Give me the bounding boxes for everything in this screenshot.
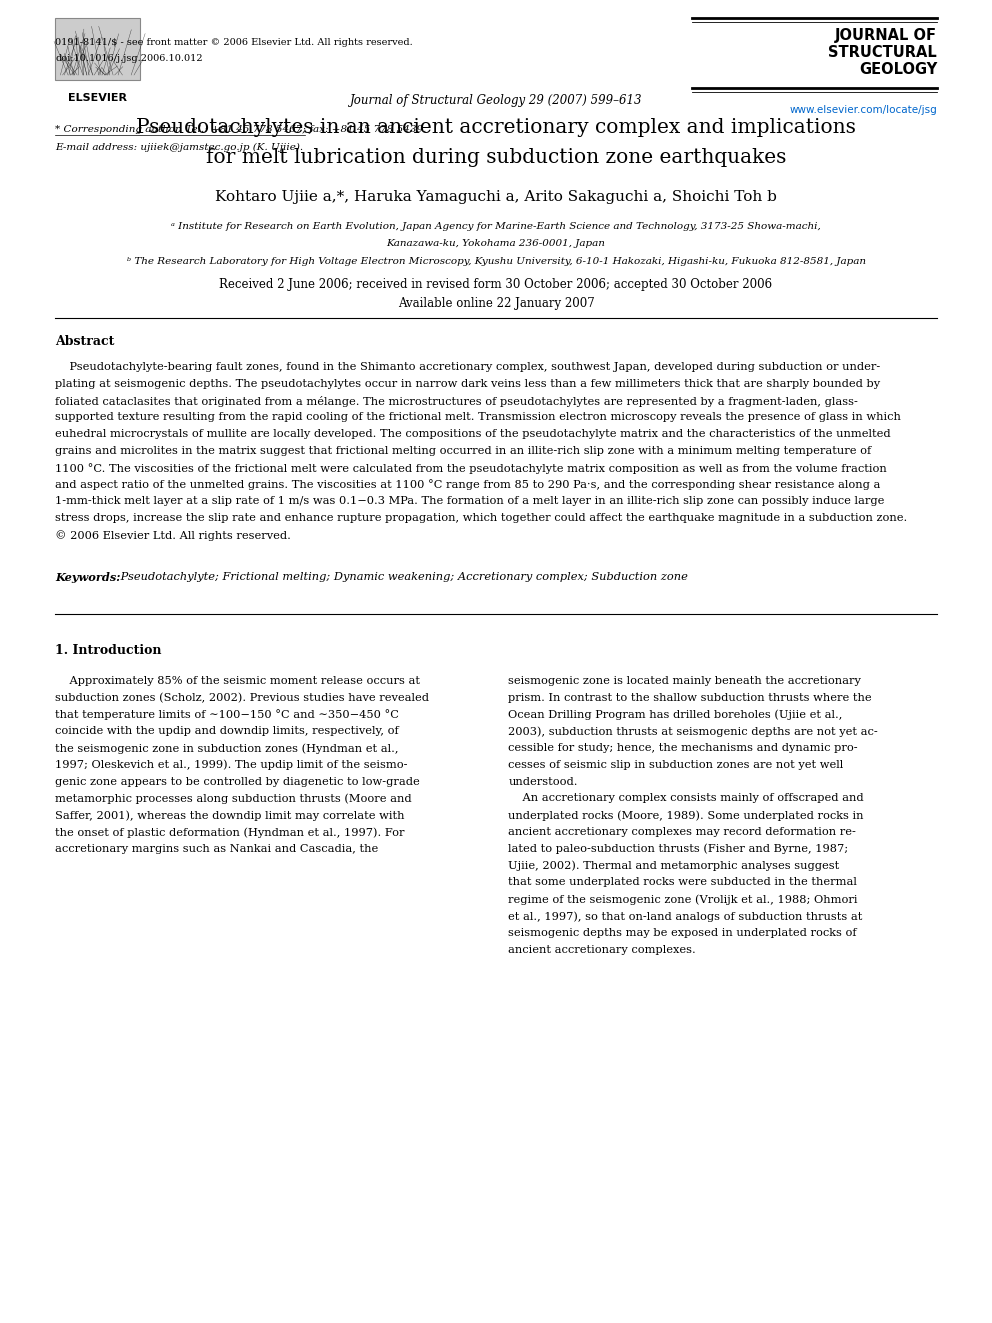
Text: cessible for study; hence, the mechanisms and dynamic pro-: cessible for study; hence, the mechanism… <box>509 744 858 753</box>
Text: Available online 22 January 2007: Available online 22 January 2007 <box>398 296 594 310</box>
Text: coincide with the updip and downdip limits, respectively, of: coincide with the updip and downdip limi… <box>55 726 399 736</box>
Text: E-mail address: ujiiek@jamstec.go.jp (K. Ujiie).: E-mail address: ujiiek@jamstec.go.jp (K.… <box>55 143 304 152</box>
Text: cesses of seismic slip in subduction zones are not yet well: cesses of seismic slip in subduction zon… <box>509 759 844 770</box>
Text: 2003), subduction thrusts at seismogenic depths are not yet ac-: 2003), subduction thrusts at seismogenic… <box>509 726 878 737</box>
Text: ancient accretionary complexes may record deformation re-: ancient accretionary complexes may recor… <box>509 827 856 837</box>
Text: metamorphic processes along subduction thrusts (Moore and: metamorphic processes along subduction t… <box>55 794 412 804</box>
Text: et al., 1997), so that on-land analogs of subduction thrusts at: et al., 1997), so that on-land analogs o… <box>509 912 863 922</box>
Text: subduction zones (Scholz, 2002). Previous studies have revealed: subduction zones (Scholz, 2002). Previou… <box>55 693 429 703</box>
Text: the onset of plastic deformation (Hyndman et al., 1997). For: the onset of plastic deformation (Hyndma… <box>55 827 405 837</box>
Text: lated to paleo-subduction thrusts (Fisher and Byrne, 1987;: lated to paleo-subduction thrusts (Fishe… <box>509 844 848 855</box>
Text: Kohtaro Ujiie a,*, Haruka Yamaguchi a, Arito Sakaguchi a, Shoichi Toh b: Kohtaro Ujiie a,*, Haruka Yamaguchi a, A… <box>215 191 777 204</box>
Text: 1100 °C. The viscosities of the frictional melt were calculated from the pseudot: 1100 °C. The viscosities of the friction… <box>55 463 887 474</box>
Text: www.elsevier.com/locate/jsg: www.elsevier.com/locate/jsg <box>790 105 937 115</box>
Text: ancient accretionary complexes.: ancient accretionary complexes. <box>509 945 696 955</box>
Text: Pseudotachylyte; Frictional melting; Dynamic weakening; Accretionary complex; Su: Pseudotachylyte; Frictional melting; Dyn… <box>117 572 687 582</box>
Text: ᵇ The Research Laboratory for High Voltage Electron Microscopy, Kyushu Universit: ᵇ The Research Laboratory for High Volta… <box>127 257 865 266</box>
Text: Keywords:: Keywords: <box>55 572 120 583</box>
Text: Pseudotachylyte-bearing fault zones, found in the Shimanto accretionary complex,: Pseudotachylyte-bearing fault zones, fou… <box>55 363 880 372</box>
Text: Ocean Drilling Program has drilled boreholes (Ujiie et al.,: Ocean Drilling Program has drilled boreh… <box>509 709 843 720</box>
Bar <box>55 19 140 79</box>
Text: Ujiie, 2002). Thermal and metamorphic analyses suggest: Ujiie, 2002). Thermal and metamorphic an… <box>509 860 840 871</box>
Text: Journal of Structural Geology 29 (2007) 599–613: Journal of Structural Geology 29 (2007) … <box>350 94 642 107</box>
Text: 1997; Oleskevich et al., 1999). The updip limit of the seismo-: 1997; Oleskevich et al., 1999). The updi… <box>55 759 408 770</box>
Text: prism. In contrast to the shallow subduction thrusts where the: prism. In contrast to the shallow subduc… <box>509 693 872 703</box>
Text: doi:10.1016/j.jsg.2006.10.012: doi:10.1016/j.jsg.2006.10.012 <box>55 54 202 64</box>
Text: Abstract: Abstract <box>55 335 114 348</box>
Text: understood.: understood. <box>509 777 578 787</box>
Text: 1-mm-thick melt layer at a slip rate of 1 m/s was 0.1−0.3 MPa. The formation of : 1-mm-thick melt layer at a slip rate of … <box>55 496 885 507</box>
Text: seismogenic depths may be exposed in underplated rocks of: seismogenic depths may be exposed in und… <box>509 927 857 938</box>
Text: ELSEVIER: ELSEVIER <box>68 93 127 103</box>
Text: foliated cataclasites that originated from a mélange. The microstructures of pse: foliated cataclasites that originated fr… <box>55 396 858 406</box>
Text: genic zone appears to be controlled by diagenetic to low-grade: genic zone appears to be controlled by d… <box>55 777 420 787</box>
Text: Saffer, 2001), whereas the downdip limit may correlate with: Saffer, 2001), whereas the downdip limit… <box>55 810 405 820</box>
Text: grains and microlites in the matrix suggest that frictional melting occurred in : grains and microlites in the matrix sugg… <box>55 446 871 456</box>
Text: JOURNAL OF
STRUCTURAL
GEOLOGY: JOURNAL OF STRUCTURAL GEOLOGY <box>828 28 937 77</box>
Text: that some underplated rocks were subducted in the thermal: that some underplated rocks were subduct… <box>509 877 857 888</box>
Text: ᵃ Institute for Research on Earth Evolution, Japan Agency for Marine-Earth Scien: ᵃ Institute for Research on Earth Evolut… <box>172 222 820 232</box>
Text: the seismogenic zone in subduction zones (Hyndman et al.,: the seismogenic zone in subduction zones… <box>55 744 399 754</box>
Text: and aspect ratio of the unmelted grains. The viscosities at 1100 °C range from 8: and aspect ratio of the unmelted grains.… <box>55 480 880 491</box>
Text: that temperature limits of ∼100−150 °C and ∼350−450 °C: that temperature limits of ∼100−150 °C a… <box>55 709 399 720</box>
Text: accretionary margins such as Nankai and Cascadia, the: accretionary margins such as Nankai and … <box>55 844 378 853</box>
Text: Approximately 85% of the seismic moment release occurs at: Approximately 85% of the seismic moment … <box>55 676 420 685</box>
Text: euhedral microcrystals of mullite are locally developed. The compositions of the: euhedral microcrystals of mullite are lo… <box>55 429 891 439</box>
Text: 1. Introduction: 1. Introduction <box>55 644 162 656</box>
Text: Received 2 June 2006; received in revised form 30 October 2006; accepted 30 Octo: Received 2 June 2006; received in revise… <box>219 278 773 291</box>
Text: © 2006 Elsevier Ltd. All rights reserved.: © 2006 Elsevier Ltd. All rights reserved… <box>55 531 291 541</box>
Text: underplated rocks (Moore, 1989). Some underplated rocks in: underplated rocks (Moore, 1989). Some un… <box>509 810 864 820</box>
Text: plating at seismogenic depths. The pseudotachylytes occur in narrow dark veins l: plating at seismogenic depths. The pseud… <box>55 378 880 389</box>
Text: for melt lubrication during subduction zone earthquakes: for melt lubrication during subduction z… <box>205 148 787 167</box>
Text: 0191-8141/$ - see front matter © 2006 Elsevier Ltd. All rights reserved.: 0191-8141/$ - see front matter © 2006 El… <box>55 38 413 48</box>
Text: Pseudotachylytes in an ancient accretionary complex and implications: Pseudotachylytes in an ancient accretion… <box>136 118 856 138</box>
Text: * Corresponding author. Tel.: +81 45 778 5467; fax: +81 45 778 5439.: * Corresponding author. Tel.: +81 45 778… <box>55 124 427 134</box>
Text: Kanazawa-ku, Yokohama 236-0001, Japan: Kanazawa-ku, Yokohama 236-0001, Japan <box>387 239 605 249</box>
Text: supported texture resulting from the rapid cooling of the frictional melt. Trans: supported texture resulting from the rap… <box>55 413 901 422</box>
Text: regime of the seismogenic zone (Vrolijk et al., 1988; Ohmori: regime of the seismogenic zone (Vrolijk … <box>509 894 858 905</box>
Text: An accretionary complex consists mainly of offscraped and: An accretionary complex consists mainly … <box>509 794 864 803</box>
Text: seismogenic zone is located mainly beneath the accretionary: seismogenic zone is located mainly benea… <box>509 676 861 685</box>
Text: stress drops, increase the slip rate and enhance rupture propagation, which toge: stress drops, increase the slip rate and… <box>55 513 908 523</box>
